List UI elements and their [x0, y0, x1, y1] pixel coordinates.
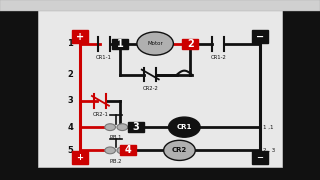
FancyBboxPatch shape [72, 151, 88, 164]
Text: Electrical Troubleshooting of a relay control circuit [upl. by Lehcyar]: Electrical Troubleshooting of a relay co… [91, 3, 229, 7]
Text: CR2-1: CR2-1 [92, 112, 108, 117]
Circle shape [105, 124, 116, 130]
Text: CR2-2: CR2-2 [142, 86, 158, 91]
Text: CR1-2: CR1-2 [211, 55, 226, 60]
FancyBboxPatch shape [252, 30, 268, 43]
Text: 4: 4 [67, 123, 73, 132]
Circle shape [164, 140, 195, 160]
Text: +: + [76, 32, 84, 42]
Circle shape [137, 32, 173, 55]
Text: −: − [256, 153, 263, 162]
Text: 1: 1 [116, 39, 123, 49]
Text: 1 ,1: 1 ,1 [263, 125, 274, 130]
FancyBboxPatch shape [252, 151, 268, 164]
FancyBboxPatch shape [128, 122, 144, 132]
FancyBboxPatch shape [120, 145, 136, 155]
Text: 3: 3 [67, 96, 73, 105]
Text: CR1-1: CR1-1 [96, 55, 112, 60]
Text: CR2: CR2 [172, 147, 187, 153]
Text: 2: 2 [187, 39, 194, 49]
Text: Motor: Motor [147, 41, 163, 46]
Circle shape [117, 124, 128, 130]
Text: CR1: CR1 [177, 124, 192, 130]
FancyBboxPatch shape [72, 30, 88, 43]
Text: +: + [76, 153, 83, 162]
Text: Electrical Troubleshooting of a relay control circuit [upl. by Lehcyar]: Electrical Troubleshooting of a relay co… [86, 0, 234, 2]
FancyBboxPatch shape [182, 39, 198, 49]
Text: 4: 4 [125, 145, 132, 155]
Text: 1: 1 [67, 39, 73, 48]
Text: 5: 5 [67, 146, 73, 155]
FancyBboxPatch shape [112, 39, 128, 49]
Circle shape [105, 147, 116, 154]
Text: 2: 2 [67, 70, 73, 79]
Text: 2 , 3: 2 , 3 [263, 148, 276, 153]
Circle shape [169, 117, 200, 137]
Text: −: − [256, 32, 264, 42]
Text: P.B.1: P.B.1 [110, 136, 123, 140]
Text: P.B.2: P.B.2 [110, 159, 123, 164]
Text: 3: 3 [132, 122, 139, 132]
Circle shape [117, 147, 128, 154]
